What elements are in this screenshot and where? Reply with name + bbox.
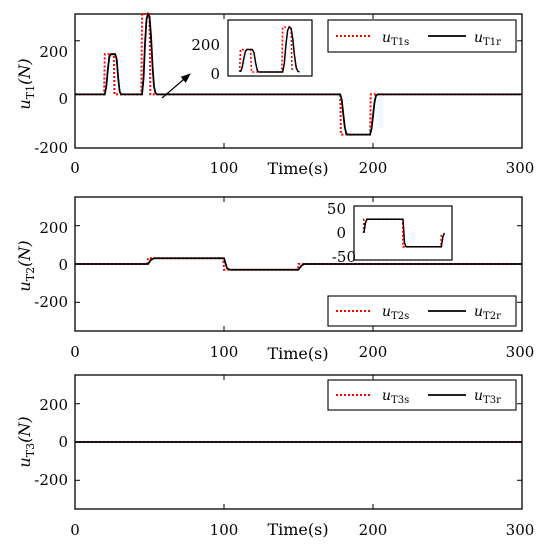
panel-2-inset-ytick-label: -50 <box>332 248 356 266</box>
panel-2-inset-ytick-label: 0 <box>336 224 346 242</box>
panel-2-plot <box>74 197 523 331</box>
panel-2-xtick-label: 100 <box>210 343 239 361</box>
panel-1-xtick-label: 100 <box>210 159 239 177</box>
panel-3-xtick-label: 200 <box>359 521 388 539</box>
panel-1-axes-box <box>74 13 523 149</box>
panel-2-xlabel: Time(s) <box>267 344 328 363</box>
panel-2-series-u-t2r <box>75 257 522 271</box>
panel-3-ytick-label: -200 <box>34 471 68 489</box>
panel-1-xtick-label: 300 <box>506 159 535 177</box>
panel-1-inset: 200 0 <box>161 19 313 99</box>
panel-2-ylabel: uT2(N) <box>15 240 37 291</box>
panel-1-ytick-label: 200 <box>39 43 68 61</box>
panel-2-legend-label-u-t2s: uT2s <box>382 304 409 322</box>
panel-1-legend-box <box>327 19 517 53</box>
panel-1-inset-box <box>227 19 313 77</box>
panel-1-xtick-label: 0 <box>70 159 80 177</box>
panel-1: uT1(N) 200 0 -200 0 100 200 300 Time(s) … <box>15 11 535 178</box>
panel-2-series-u-t2s <box>75 257 522 271</box>
panel-2-legend-label-u-t2r: uT2r <box>474 304 501 322</box>
panel-2-legend-box <box>327 295 517 327</box>
panel-3-legend: uT3s uT3r <box>327 379 517 411</box>
panel-2-xtick-label: 0 <box>70 343 80 361</box>
panel-3-legend-label-u-t3s: uT3s <box>382 388 409 406</box>
panel-2-inset-series-u-t2r <box>363 218 446 248</box>
panel-3-xtick-label: 300 <box>506 521 535 539</box>
panel-3-xtick-label: 0 <box>70 521 80 539</box>
panel-1-legend-label-u-t1s: uT1s <box>382 30 409 48</box>
panel-2-ytick-label: -200 <box>34 293 68 311</box>
panel-1-series-u-t1s <box>75 13 522 136</box>
panel-2-ytick-label: 0 <box>58 256 68 274</box>
panel-1-inset-series-u-t1r <box>239 25 300 73</box>
panel-1-xtick-label: 200 <box>359 159 388 177</box>
panel-2-inset: 50 0 -50 <box>327 200 453 266</box>
panel-3-legend-label-u-t3r: uT3r <box>474 388 501 406</box>
panel-1-ytick-label: 0 <box>58 90 68 108</box>
panel-1-inset-arrow <box>161 73 191 99</box>
panel-2-xtick-label: 300 <box>506 343 535 361</box>
panel-1-inset-ytick-label: 200 <box>191 36 220 54</box>
panel-3-plot <box>74 375 523 509</box>
panel-1-ylabel: uT1(N) <box>15 58 37 109</box>
panel-1-inset-ytick-label: 0 <box>210 65 220 83</box>
panel-2-xtick-label: 200 <box>359 343 388 361</box>
panel-2-inset-box <box>353 205 453 261</box>
panel-2-ytick-label: 200 <box>39 219 68 237</box>
panel-2: uT2(N) 200 0 -200 0 100 200 300 Time(s) … <box>15 196 535 363</box>
panel-3-ytick-label: 200 <box>39 396 68 414</box>
panel-3-ylabel: uT3(N) <box>15 416 37 467</box>
panel-2-inset-ytick-label: 50 <box>327 200 346 218</box>
panel-3: uT3(N) 200 0 -200 0 100 200 300 Time(s) … <box>15 374 535 539</box>
panel-2-legend: uT2s uT2r <box>327 295 517 327</box>
panel-1-xlabel: Time(s) <box>267 159 328 178</box>
panel-3-xlabel: Time(s) <box>267 520 328 539</box>
panel-1-plot <box>74 11 523 149</box>
panel-3-xtick-label: 100 <box>210 521 239 539</box>
panel-3-legend-box <box>327 379 517 411</box>
panel-1-legend: uT1s uT1r <box>327 19 517 53</box>
panel-3-ytick-label: 0 <box>58 433 68 451</box>
panel-1-legend-label-u-t1r: uT1r <box>474 30 501 48</box>
panel-1-ytick-label: -200 <box>34 139 68 157</box>
panel-1-series-u-t1r <box>75 11 522 136</box>
